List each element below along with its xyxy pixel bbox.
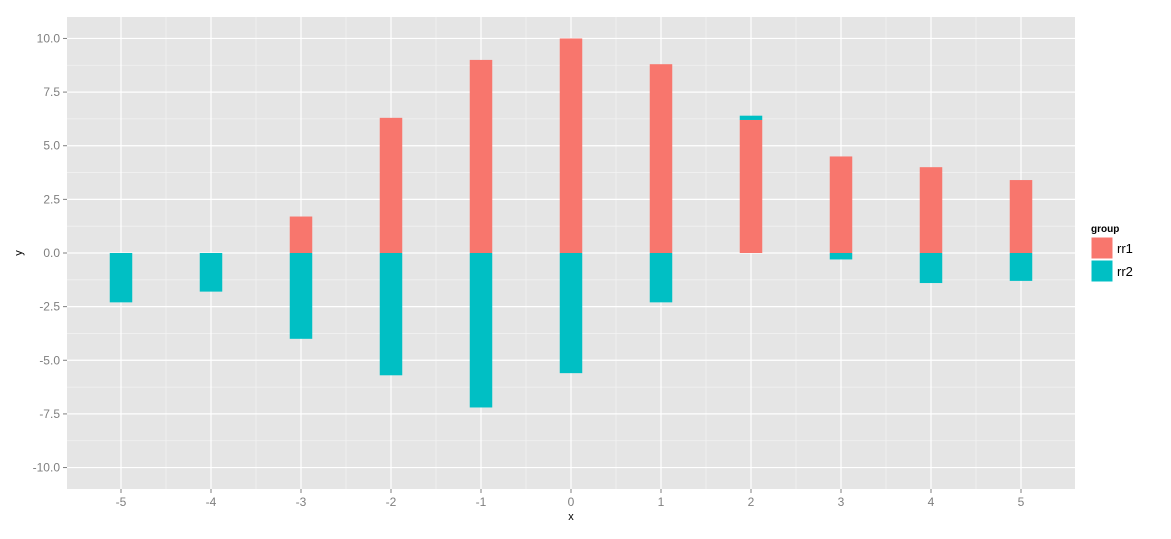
bar-rr2 [559,253,583,374]
y-axis: 10.0 7.5 5.0 2.5 0.0 -2.5 -5.0 -7.5 -10.0 [33,31,67,475]
bar-rr1 [829,156,853,253]
x-axis: -5 -4 -3 -2 -1 0 1 2 3 4 5 [116,489,1025,509]
bar-rr2 [919,253,943,284]
bar-rr2 [829,253,853,260]
x-tick-label: -3 [296,495,307,509]
bar-rr1 [469,59,493,254]
bar-rr1 [739,119,763,254]
y-tick-label: -5.0 [39,353,60,367]
x-tick-label: -5 [116,495,127,509]
bar-rr2 [289,253,313,339]
x-tick-label: 3 [838,495,845,509]
x-axis-label: x [568,511,574,523]
x-tick-label: 0 [568,495,575,509]
bar-rr2 [739,115,763,120]
bar-rr2 [379,253,403,376]
x-tick-label: 2 [748,495,755,509]
bar-rr2 [1009,253,1033,281]
y-tick-label: 2.5 [43,192,60,206]
bar-rr2 [199,253,223,292]
y-tick-label: 7.5 [43,85,60,99]
legend-label-rr2: rr2 [1117,264,1133,279]
y-tick-label: 10.0 [37,31,61,45]
x-tick-label: 5 [1018,495,1025,509]
x-tick-label: -2 [386,495,397,509]
y-tick-label: -2.5 [39,300,60,314]
y-axis-label: y [13,250,25,256]
y-tick-label: -7.5 [39,407,60,421]
bars-layer [109,38,1033,408]
legend-title: group [1091,224,1119,235]
y-tick-label: 0.0 [43,246,60,260]
y-tick-label: 5.0 [43,139,60,153]
bar-rr1 [919,167,943,253]
bar-rr1 [289,216,313,253]
bar-rr1 [559,38,583,253]
legend-key-rr1 [1090,236,1114,260]
x-tick-label: 4 [928,495,935,509]
x-tick-label: -1 [476,495,487,509]
bar-rr1 [379,117,403,253]
bar-rr1 [1009,180,1033,253]
y-tick-label: -10.0 [33,461,61,475]
legend-key-rr2 [1090,259,1114,283]
legend-label-rr1: rr1 [1117,241,1133,256]
bar-rr2 [469,253,493,408]
x-tick-label: -4 [206,495,217,509]
x-tick-label: 1 [658,495,665,509]
legend: group rr1 rr2 [1090,224,1133,283]
bar-rr1 [649,64,673,253]
bar-rr2 [649,253,673,303]
bar-rr2 [109,253,133,303]
